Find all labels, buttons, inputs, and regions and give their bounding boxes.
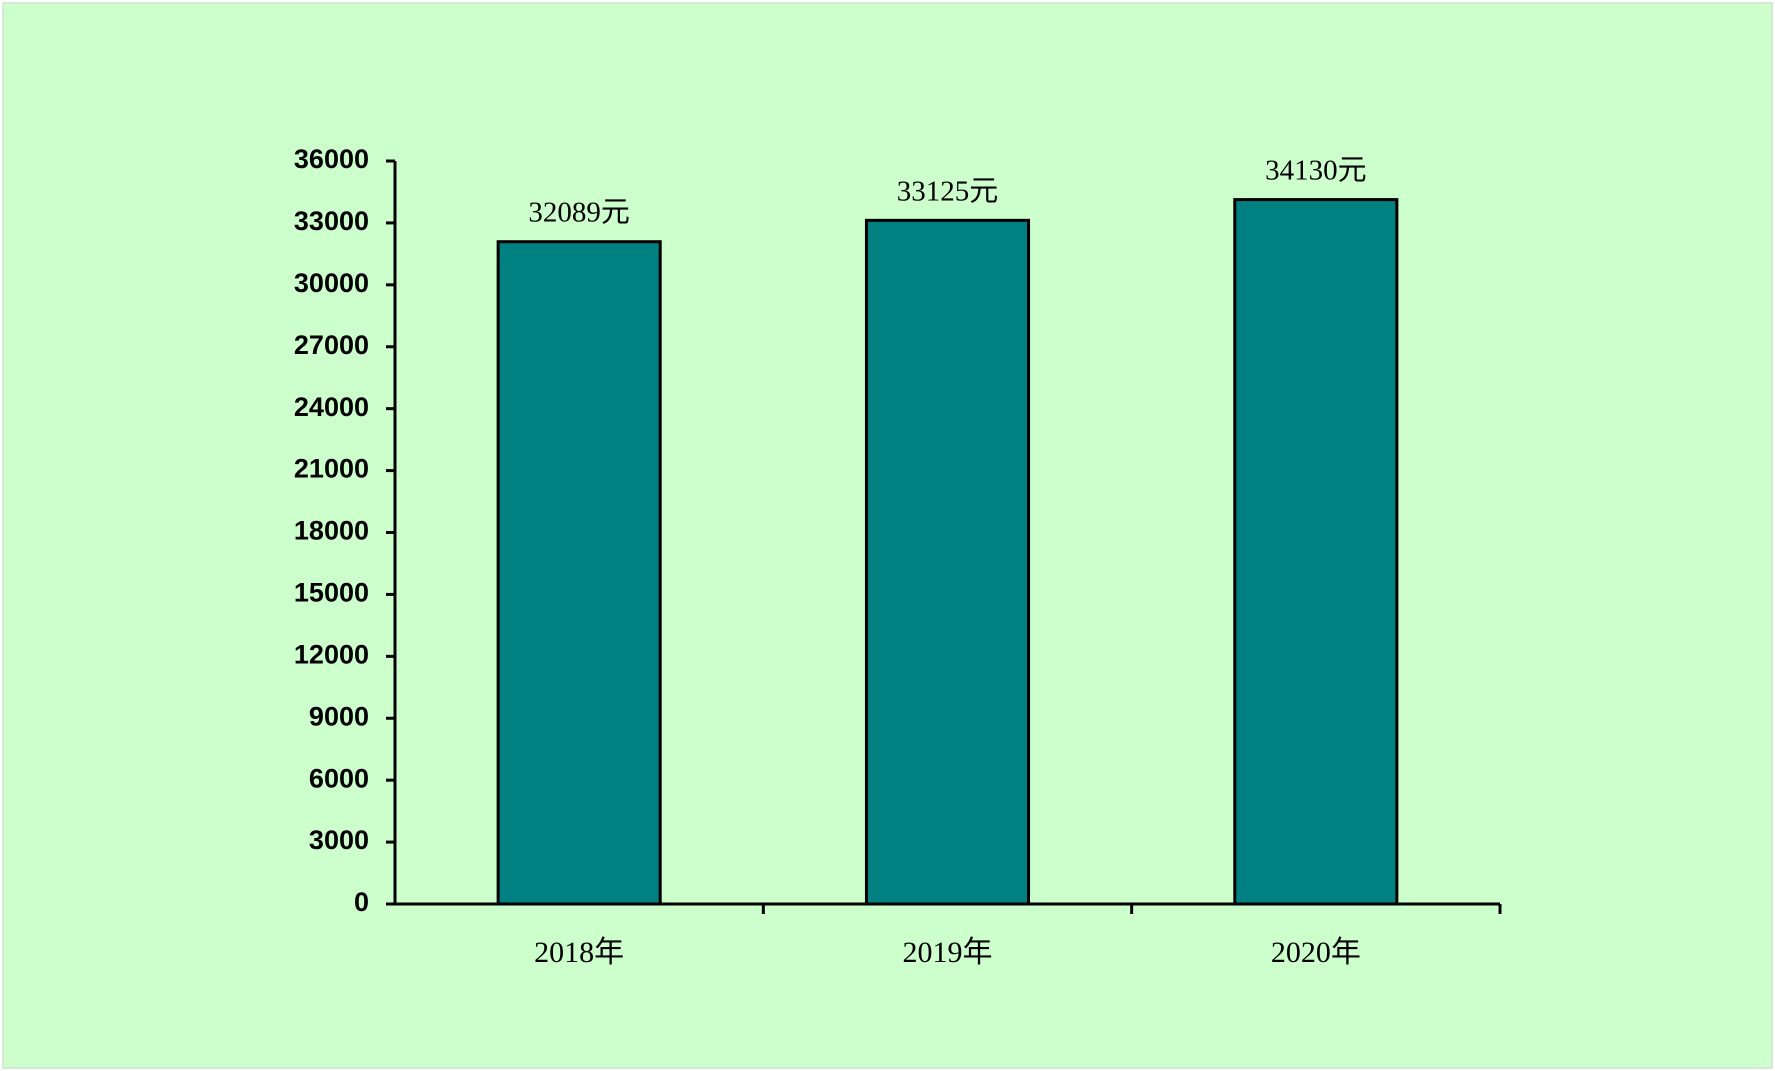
y-tick-label: 12000 — [294, 639, 369, 669]
y-tick-label: 6000 — [309, 763, 369, 793]
y-tick-label: 36000 — [294, 144, 369, 174]
y-tick-label: 3000 — [309, 825, 369, 855]
value-label: 34130元 — [1265, 155, 1367, 187]
bar — [864, 218, 1031, 906]
y-tick-label: 24000 — [294, 392, 369, 422]
y-tick-label: 15000 — [294, 578, 369, 608]
y-tick-label: 21000 — [294, 454, 369, 484]
x-tick-label: 2018年 — [534, 936, 624, 969]
x-tick-label: 2020年 — [1271, 936, 1361, 969]
value-label: 33125元 — [897, 175, 999, 207]
y-tick-label: 30000 — [294, 268, 369, 298]
y-tick-label: 27000 — [294, 330, 369, 360]
x-tick-label: 2019年 — [903, 936, 993, 969]
y-tick-label: 0 — [354, 887, 369, 917]
bar — [496, 240, 662, 906]
bar — [1233, 198, 1399, 906]
y-tick-label: 9000 — [309, 701, 369, 731]
y-tick-label: 18000 — [294, 516, 369, 546]
value-label: 32089元 — [528, 197, 630, 229]
y-tick-label: 33000 — [294, 206, 369, 236]
